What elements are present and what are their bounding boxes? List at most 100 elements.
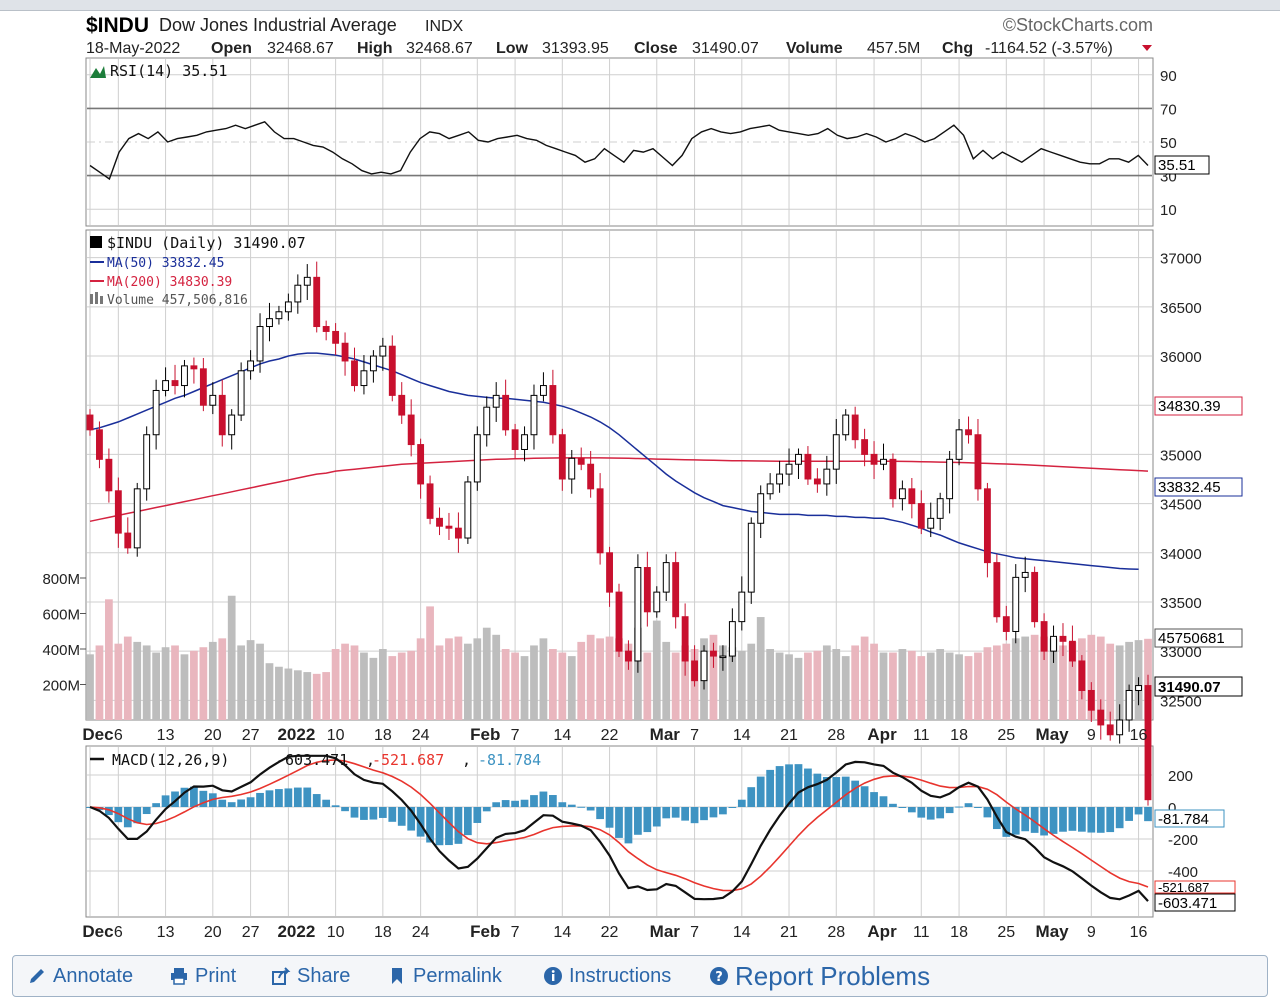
date-label: 7 xyxy=(690,727,699,744)
volume-bar xyxy=(1125,641,1133,720)
rsi-line xyxy=(89,120,1149,181)
low-value: 31393.95 xyxy=(542,40,609,57)
signal-line xyxy=(89,759,1149,892)
histogram-bar xyxy=(463,807,472,836)
candle-body xyxy=(502,394,510,431)
candle-body xyxy=(218,394,226,436)
candle-body xyxy=(171,380,179,387)
volume-bar xyxy=(246,640,255,720)
candle-body xyxy=(322,326,330,332)
macd-date-label: 25 xyxy=(997,924,1015,941)
histogram-bar xyxy=(974,807,982,808)
candle-body xyxy=(1135,685,1142,691)
price-tick-label: 37000 xyxy=(1160,251,1202,268)
macd-date-label: 28 xyxy=(827,924,845,941)
candle-body xyxy=(965,429,972,436)
date-label: 16 xyxy=(1130,727,1148,744)
macd-legend-value: -603.471 xyxy=(276,751,348,769)
share-button[interactable]: Share xyxy=(271,962,350,990)
volume-bar xyxy=(567,656,576,720)
volume-bar xyxy=(945,652,954,720)
histogram-bar xyxy=(652,807,661,827)
volume-bar xyxy=(256,643,264,720)
rsi-tick-label: 90 xyxy=(1160,68,1177,85)
print-button[interactable]: Print xyxy=(169,962,236,990)
volume-bar xyxy=(832,649,841,720)
volume-bar xyxy=(747,643,756,720)
volume-bar xyxy=(161,647,170,720)
permalink-button[interactable]: Permalink xyxy=(387,962,502,990)
instructions-button[interactable]: Instructions xyxy=(543,962,671,990)
histogram-bar xyxy=(397,807,406,826)
volume-value: 457.5M xyxy=(867,40,920,57)
volume-bar xyxy=(671,652,680,720)
macd-date-label: 11 xyxy=(913,924,930,941)
volume-bar xyxy=(1115,645,1124,720)
help-icon: ? xyxy=(710,967,728,985)
candle-body xyxy=(190,365,198,370)
candle-body xyxy=(133,488,141,549)
volume-bar xyxy=(709,634,718,720)
candle-body xyxy=(124,532,132,549)
svg-text:45750681: 45750681 xyxy=(1158,630,1225,647)
date-label: 18 xyxy=(374,727,392,744)
histogram-bar xyxy=(728,807,737,808)
volume-bar xyxy=(123,636,132,720)
volume-bar xyxy=(1096,636,1105,720)
candle-body xyxy=(105,458,113,492)
moving-averages xyxy=(89,352,1149,571)
histogram-bar xyxy=(1078,807,1086,832)
histogram-bar xyxy=(256,792,264,807)
histogram-bar xyxy=(747,787,756,807)
candle-body xyxy=(1012,576,1020,632)
svg-text:-81.784: -81.784 xyxy=(1158,811,1209,828)
histogram-bar xyxy=(1125,807,1133,821)
candle-body xyxy=(776,473,784,485)
volume-bar xyxy=(473,638,482,720)
histogram-bar xyxy=(539,791,548,807)
volume-bar xyxy=(435,645,444,720)
candle-body xyxy=(813,478,821,485)
candle-body xyxy=(880,458,887,465)
histogram-bar xyxy=(190,786,198,807)
histogram-bar xyxy=(851,780,860,807)
volume-bar xyxy=(312,673,321,720)
report-problems-button[interactable]: ? Report Problems xyxy=(709,961,930,991)
histogram-bar xyxy=(926,807,935,820)
candle-body xyxy=(747,522,755,593)
candle-body xyxy=(757,493,765,524)
volume-bar xyxy=(463,643,472,720)
histogram-bar xyxy=(832,777,841,807)
histogram-bar xyxy=(879,796,888,807)
ma200-legend: MA(200) 34830.39 xyxy=(107,275,232,290)
candle-body xyxy=(719,655,727,659)
candle-body xyxy=(643,567,651,613)
date-label: 14 xyxy=(733,727,751,744)
svg-text:?: ? xyxy=(715,970,723,985)
volume-bar xyxy=(360,652,368,720)
date-label: Mar xyxy=(650,725,681,744)
date-label: 27 xyxy=(242,727,260,744)
down-arrow-icon xyxy=(1142,45,1152,51)
price-tick-label: 36500 xyxy=(1160,300,1202,317)
volume-bar xyxy=(662,641,671,720)
histogram-bar xyxy=(567,804,576,807)
candle-body xyxy=(275,311,283,320)
share-icon xyxy=(272,967,291,985)
histogram-bar xyxy=(142,807,151,815)
candle-body xyxy=(1002,616,1010,632)
histogram-bar xyxy=(312,794,321,807)
candle-body xyxy=(530,394,538,436)
histogram-bar xyxy=(737,799,746,807)
rsi-last-badge xyxy=(1154,155,1210,175)
annotate-button[interactable]: Annotate xyxy=(27,962,133,990)
volume-bar xyxy=(95,645,104,720)
volume-bar xyxy=(407,650,416,720)
date-label: May xyxy=(1036,725,1070,744)
candle-body xyxy=(832,434,840,470)
volume-legend-icon xyxy=(90,294,93,304)
histogram-bar xyxy=(303,787,312,807)
histogram-bar xyxy=(955,806,963,808)
volume-bar xyxy=(719,645,727,720)
date-label: Feb xyxy=(470,725,500,744)
